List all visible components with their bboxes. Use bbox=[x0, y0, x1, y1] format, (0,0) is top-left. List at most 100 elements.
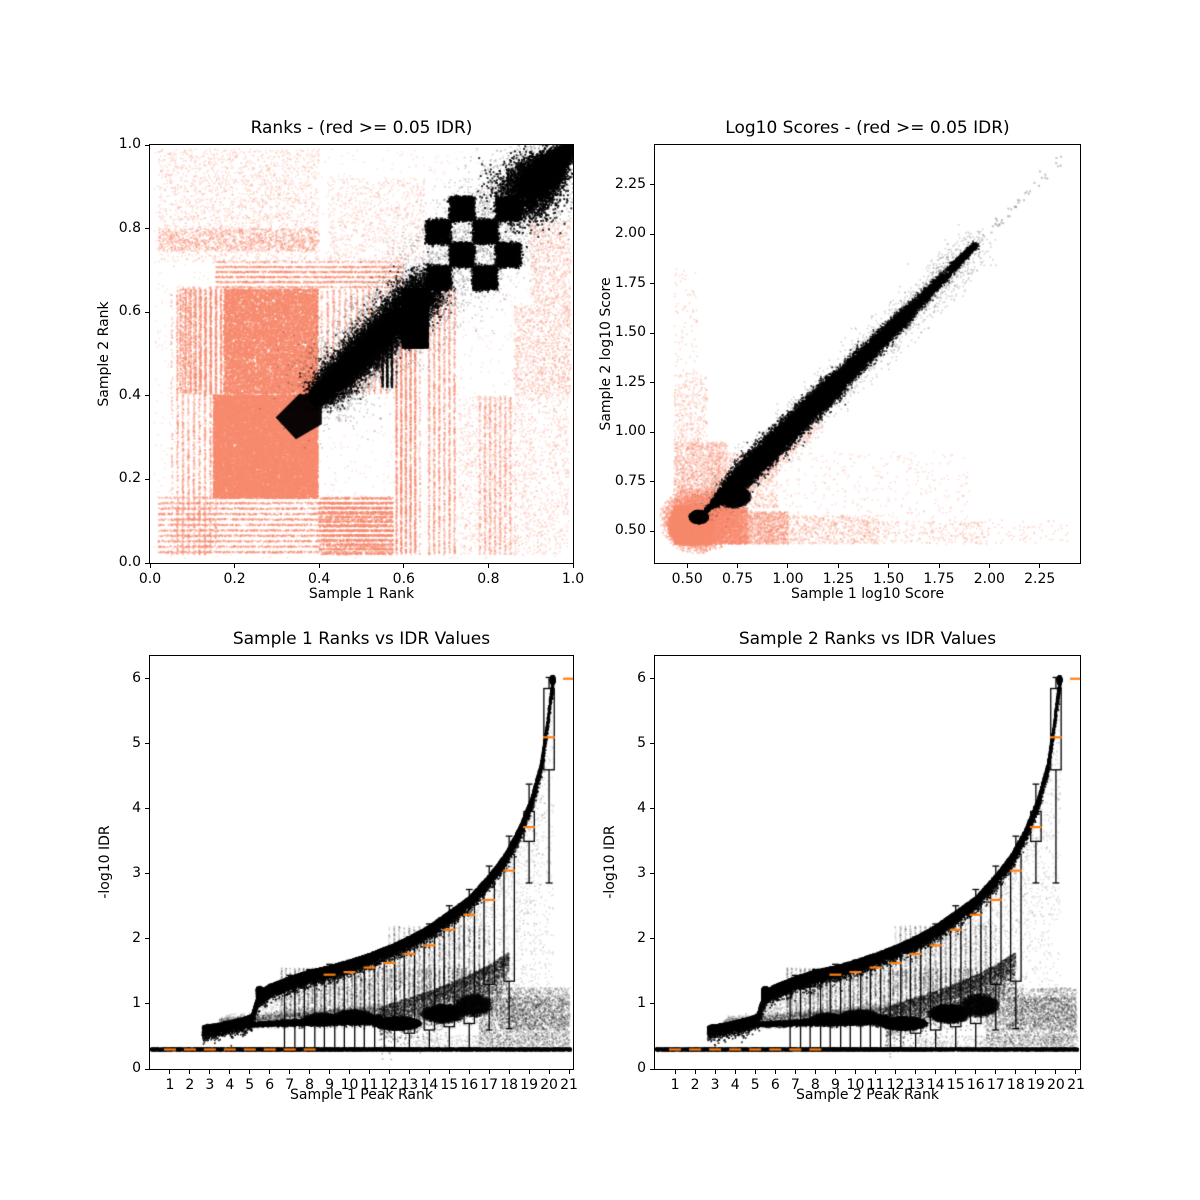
y-tick-label: 1.25 bbox=[614, 373, 646, 390]
x-tick-mark bbox=[674, 1070, 676, 1074]
y-tick-mark bbox=[145, 1068, 149, 1070]
sample2-idr-y-axis-label: -log10 IDR bbox=[602, 825, 618, 899]
y-tick-label: 1.00 bbox=[614, 423, 646, 440]
y-tick-mark bbox=[650, 678, 654, 680]
y-tick-label: 0.50 bbox=[614, 522, 646, 539]
scores-y-axis-label: Sample 2 log10 Score bbox=[598, 277, 614, 431]
x-tick-label: 18 bbox=[1006, 1077, 1025, 1093]
x-tick-label: 17 bbox=[986, 1077, 1005, 1093]
y-tick-label: 1.50 bbox=[614, 324, 646, 341]
y-tick-label: 0.0 bbox=[118, 554, 141, 570]
ranks-x-axis-label: Sample 1 Rank bbox=[308, 586, 415, 602]
x-tick-label: 3 bbox=[205, 1077, 215, 1093]
sample1-idr-canvas bbox=[150, 656, 573, 1069]
sample2-idr-x-axis-label: Sample 2 Peak Rank bbox=[796, 1087, 939, 1103]
x-tick-mark bbox=[368, 1070, 370, 1074]
x-tick-label: 2 bbox=[185, 1077, 195, 1093]
x-tick-label: 10 bbox=[340, 1077, 359, 1093]
y-tick-mark bbox=[650, 382, 654, 384]
x-tick-label: 0.2 bbox=[223, 571, 246, 587]
x-tick-label: 14 bbox=[926, 1077, 945, 1093]
x-tick-mark bbox=[737, 564, 739, 568]
y-tick-label: 1 bbox=[637, 994, 646, 1011]
y-tick-label: 2 bbox=[637, 929, 646, 946]
x-tick-mark bbox=[1075, 1070, 1077, 1074]
x-tick-mark bbox=[349, 1070, 351, 1074]
x-tick-mark bbox=[169, 1070, 171, 1074]
x-tick-label: 5 bbox=[750, 1077, 760, 1093]
y-tick-mark bbox=[145, 562, 149, 564]
y-tick-label: 0.6 bbox=[118, 303, 141, 320]
x-tick-mark bbox=[388, 1070, 390, 1074]
sample1-idr-y-axis-label: -log10 IDR bbox=[97, 825, 113, 899]
x-tick-label: 16 bbox=[966, 1077, 985, 1093]
y-tick-mark bbox=[145, 938, 149, 940]
y-tick-mark bbox=[650, 283, 654, 285]
x-tick-label: 10 bbox=[846, 1077, 865, 1093]
y-tick-label: 2.25 bbox=[614, 175, 646, 192]
x-tick-label: 14 bbox=[420, 1077, 439, 1093]
x-tick-mark bbox=[988, 564, 990, 568]
x-tick-mark bbox=[488, 1070, 490, 1074]
x-tick-label: 1.50 bbox=[873, 571, 905, 587]
scores-plot-title: Log10 Scores - (red >= 0.05 IDR) bbox=[725, 118, 1010, 138]
x-tick-label: 4 bbox=[730, 1077, 740, 1093]
y-tick-mark bbox=[145, 808, 149, 810]
x-tick-label: 11 bbox=[866, 1077, 885, 1093]
x-tick-mark bbox=[888, 564, 890, 568]
x-tick-mark bbox=[834, 1070, 836, 1074]
x-tick-mark bbox=[528, 1070, 530, 1074]
sample1-idr-x-axis-label: Sample 1 Peak Rank bbox=[290, 1087, 433, 1103]
x-tick-label: 21 bbox=[1067, 1077, 1085, 1093]
y-tick-label: 3 bbox=[132, 864, 141, 881]
x-tick-mark bbox=[209, 1070, 211, 1074]
y-tick-mark bbox=[650, 332, 654, 334]
ranks-plot-title: Ranks - (red >= 0.05 IDR) bbox=[250, 118, 473, 138]
sample2-idr-canvas bbox=[655, 656, 1080, 1069]
x-tick-mark bbox=[734, 1070, 736, 1074]
y-tick-label: 0.75 bbox=[614, 472, 646, 489]
x-tick-mark bbox=[249, 1070, 251, 1074]
y-tick-label: 0.2 bbox=[118, 470, 141, 487]
y-tick-mark bbox=[650, 233, 654, 235]
x-tick-label: 17 bbox=[480, 1077, 499, 1093]
y-tick-mark bbox=[650, 808, 654, 810]
y-tick-label: 4 bbox=[132, 799, 141, 816]
x-tick-mark bbox=[1035, 1070, 1037, 1074]
y-tick-label: 1.75 bbox=[614, 274, 646, 291]
y-tick-mark bbox=[650, 431, 654, 433]
y-tick-mark bbox=[145, 478, 149, 480]
x-tick-mark bbox=[428, 1070, 430, 1074]
x-tick-label: 21 bbox=[560, 1077, 578, 1093]
x-tick-label: 4 bbox=[225, 1077, 235, 1093]
x-tick-mark bbox=[787, 564, 789, 568]
x-tick-mark bbox=[875, 1070, 877, 1074]
x-tick-mark bbox=[938, 564, 940, 568]
x-tick-label: 9 bbox=[325, 1077, 335, 1093]
x-tick-label: 8 bbox=[810, 1077, 820, 1093]
x-tick-label: 0.75 bbox=[721, 571, 754, 587]
y-tick-mark bbox=[145, 395, 149, 397]
x-tick-mark bbox=[854, 1070, 856, 1074]
y-tick-label: 0.8 bbox=[118, 219, 141, 236]
x-tick-label: 18 bbox=[500, 1077, 519, 1093]
ranks-scatter-canvas bbox=[150, 145, 573, 563]
scores-x-axis-label: Sample 1 log10 Score bbox=[790, 586, 945, 602]
y-tick-label: 0 bbox=[637, 1060, 646, 1076]
x-tick-label: 0.4 bbox=[308, 571, 331, 587]
y-tick-label: 1.0 bbox=[118, 136, 141, 152]
x-tick-label: 19 bbox=[520, 1077, 538, 1093]
x-tick-label: 0.0 bbox=[138, 571, 162, 587]
x-tick-label: 19 bbox=[1026, 1077, 1045, 1093]
y-tick-mark bbox=[145, 144, 149, 146]
x-tick-label: 0.6 bbox=[392, 571, 415, 587]
x-tick-mark bbox=[329, 1070, 331, 1074]
x-tick-mark bbox=[189, 1070, 191, 1074]
x-tick-mark bbox=[289, 1070, 291, 1074]
x-tick-label: 11 bbox=[360, 1077, 379, 1093]
x-tick-mark bbox=[686, 564, 688, 568]
x-tick-label: 12 bbox=[886, 1077, 905, 1093]
x-tick-mark bbox=[309, 1070, 311, 1074]
x-tick-mark bbox=[408, 1070, 410, 1074]
x-tick-label: 1.75 bbox=[923, 571, 955, 587]
